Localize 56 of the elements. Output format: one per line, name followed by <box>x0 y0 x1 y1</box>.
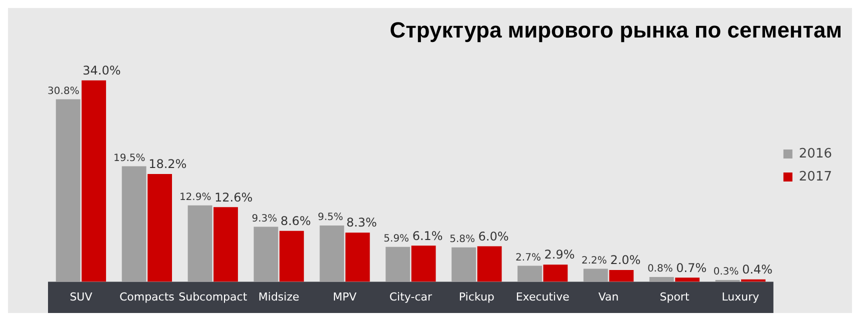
data-label: 8.6% <box>280 214 311 228</box>
bar <box>320 226 344 282</box>
data-label: 0.8% <box>647 264 673 275</box>
data-label: 34.0% <box>82 63 121 78</box>
bar <box>56 99 80 282</box>
bar <box>82 80 106 282</box>
data-label: 9.3% <box>252 213 278 224</box>
data-label: 30.8% <box>48 86 80 97</box>
legend-label: 2016 <box>798 146 832 162</box>
data-label: 2.9% <box>544 248 575 262</box>
data-label: 2.0% <box>610 253 641 268</box>
bar <box>609 270 634 282</box>
bar <box>477 246 502 282</box>
data-label: 6.1% <box>412 228 443 243</box>
bar <box>386 246 410 282</box>
bar <box>345 232 370 282</box>
bar <box>649 277 674 282</box>
bar <box>279 230 304 282</box>
bar <box>411 246 436 282</box>
data-label: 19.5% <box>113 152 146 164</box>
x-tick-label: Compacts <box>119 290 175 304</box>
x-tick-label: Luxury <box>722 290 760 304</box>
data-label: 12.9% <box>179 192 212 203</box>
x-tick-label: Pickup <box>458 290 494 304</box>
bar <box>122 166 146 282</box>
x-tick-label: Sport <box>660 290 690 304</box>
bar <box>188 205 212 282</box>
legend-label: 2017 <box>798 169 832 184</box>
data-label: 5.8% <box>450 234 476 246</box>
data-label: 8.3% <box>346 216 377 230</box>
x-tick-label: Subcompact <box>178 290 248 304</box>
x-tick-label: MPV <box>332 290 358 304</box>
x-tick-label: City-car <box>389 290 433 304</box>
data-label: 5.9% <box>384 233 410 244</box>
bar <box>543 264 568 282</box>
data-label: 9.5% <box>318 212 344 224</box>
bar <box>214 207 238 282</box>
data-label: 0.3% <box>713 266 739 278</box>
x-tick-label: Executive <box>516 290 570 304</box>
data-label: 2.7% <box>516 252 541 264</box>
data-label: 18.2% <box>148 157 187 172</box>
data-label: 6.0% <box>478 229 509 244</box>
data-label: 0.4% <box>742 262 773 277</box>
bar <box>254 226 278 282</box>
bar <box>148 174 172 282</box>
bar <box>518 266 542 282</box>
data-label: 0.7% <box>676 260 707 275</box>
bar <box>452 247 476 282</box>
data-label: 12.6% <box>214 190 253 204</box>
chart-title: Структура мирового рынка по сегментам <box>390 17 842 42</box>
bar <box>583 268 608 282</box>
x-tick-label: Midsize <box>258 290 300 304</box>
x-tick-label: SUV <box>70 290 93 304</box>
bar <box>675 278 700 282</box>
x-tick-label: Van <box>598 290 619 304</box>
data-label: 2.2% <box>582 255 607 266</box>
